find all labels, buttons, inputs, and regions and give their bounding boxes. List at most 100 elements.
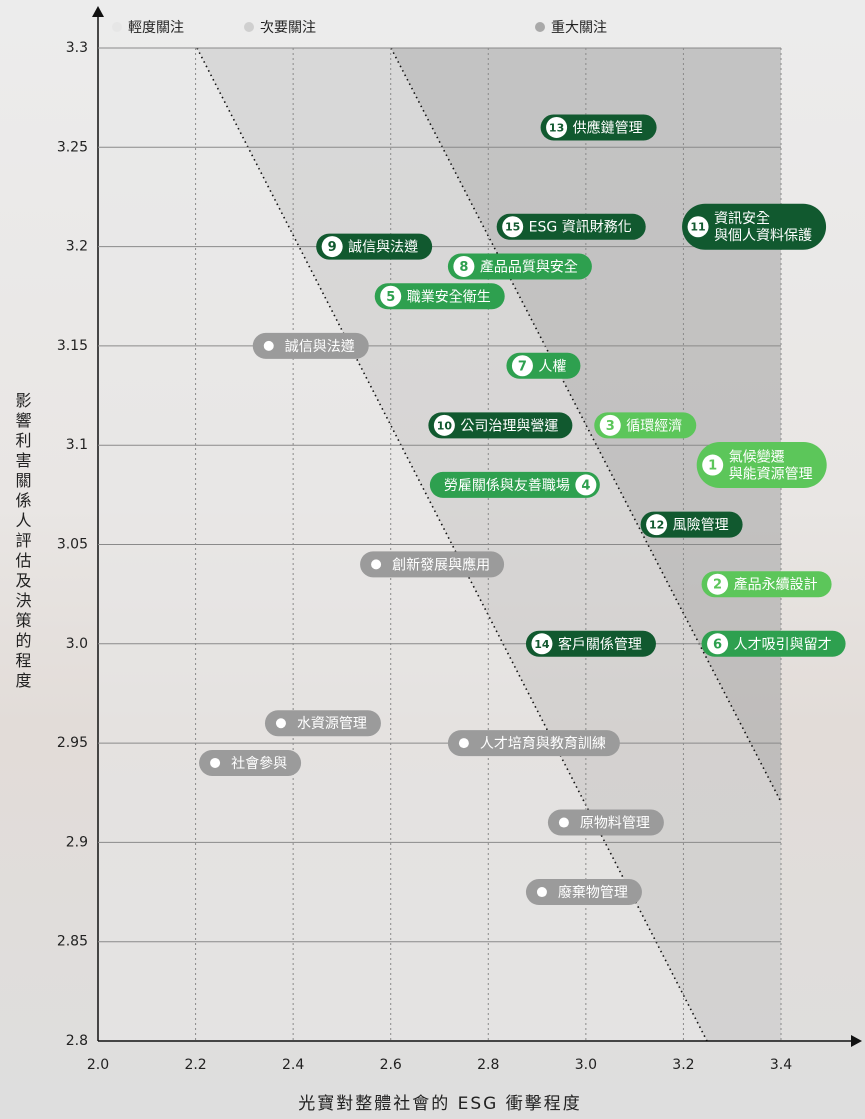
point-marker <box>531 633 553 655</box>
topic-label: 與能資源管理 <box>729 466 813 483</box>
topic-number: 9 <box>328 240 337 255</box>
materiality-topic: 勞雇關係與友善職場 4 <box>429 471 600 498</box>
topic-label: 人權 <box>538 359 566 375</box>
y-tick-label: 2.9 <box>66 834 88 850</box>
topic-number: 12 <box>649 519 664 532</box>
materiality-topic: 風險管理 12 <box>640 511 743 538</box>
topic-number: 2 <box>713 578 722 593</box>
zone-boundary <box>390 47 782 803</box>
point-marker <box>380 285 402 307</box>
materiality-topic: 公司治理與營運 10 <box>428 412 573 439</box>
topic-number: 6 <box>713 637 722 652</box>
topic-number: 11 <box>690 221 705 234</box>
materiality-topic: 客戶關係管理 14 <box>525 630 656 657</box>
pill <box>701 571 832 598</box>
y-tick-label: 3.2 <box>66 239 88 255</box>
materiality-topic: 循環經濟 3 <box>594 412 697 439</box>
pill <box>316 233 433 260</box>
point-marker <box>536 887 547 898</box>
materiality-topic: 產品品質與安全 8 <box>447 253 592 280</box>
point-marker <box>453 255 475 277</box>
y-tick-label: 2.95 <box>57 735 88 751</box>
topic-number: 4 <box>581 478 590 493</box>
legend-label: 次要關注 <box>260 20 316 36</box>
x-tick-label: 3.2 <box>672 1057 694 1073</box>
topic-label: 職業安全衛生 <box>407 289 491 305</box>
pill <box>447 253 592 280</box>
legend-label: 重大關注 <box>551 20 607 36</box>
topic-label: 誠信與法遵 <box>348 240 418 256</box>
point-marker <box>599 414 621 436</box>
pill <box>428 412 573 439</box>
pill <box>360 551 505 578</box>
materiality-topic: ESG 資訊財務化 15 <box>496 213 646 240</box>
x-axis-label: 光寶對整體社會的 ESG 衝擊程度 <box>298 1093 582 1114</box>
point-marker <box>458 738 469 749</box>
pill <box>701 630 846 657</box>
x-axis-arrow <box>851 1035 862 1047</box>
pill <box>540 114 657 141</box>
point-marker <box>687 216 709 238</box>
topic-label: 人才吸引與留才 <box>734 637 832 653</box>
materiality-topic: 誠信與法遵 <box>252 332 369 359</box>
point-marker <box>502 216 524 238</box>
pill <box>374 283 505 310</box>
point-marker <box>371 559 382 570</box>
point-marker <box>707 573 729 595</box>
pill <box>199 749 302 776</box>
pill <box>447 730 620 757</box>
topic-label: 與個人資料保護 <box>714 228 812 244</box>
legend-label: 輕度關注 <box>128 20 184 36</box>
topic-label: 原物料管理 <box>580 815 650 832</box>
legend-marker <box>535 22 545 32</box>
materiality-topic: 社會參與 <box>199 749 302 776</box>
point-marker <box>707 633 729 655</box>
topic-number: 1 <box>708 459 717 474</box>
x-tick-label: 3.0 <box>575 1057 597 1073</box>
point-marker <box>210 757 221 768</box>
point-marker <box>546 116 568 138</box>
legend-marker <box>244 22 254 32</box>
topic-number: 13 <box>549 121 564 134</box>
materiality-topic: 創新發展與應用 <box>360 551 505 578</box>
point-marker <box>558 817 569 828</box>
topic-label: ESG 資訊財務化 <box>529 220 632 236</box>
materiality-topic: 人才吸引與留才 6 <box>701 630 846 657</box>
topic-label: 循環經濟 <box>626 418 682 434</box>
y-axis-arrow <box>92 6 104 17</box>
x-tick-label: 2.8 <box>477 1057 499 1073</box>
topic-number: 5 <box>386 290 395 305</box>
pill <box>696 442 827 489</box>
pill <box>594 412 697 439</box>
topic-label: 產品永續設計 <box>734 576 818 593</box>
point-marker <box>511 355 533 377</box>
legend-marker <box>112 22 122 32</box>
point-marker <box>646 514 668 536</box>
y-tick-label: 3.3 <box>66 40 88 56</box>
zone-boundary <box>196 47 708 1042</box>
y-tick-label: 3.1 <box>66 437 88 453</box>
topic-label: 客戶關係管理 <box>558 636 642 653</box>
x-tick-label: 2.2 <box>184 1057 206 1073</box>
y-tick-label: 2.85 <box>57 934 88 950</box>
topic-label: 氣候變遷 <box>729 450 785 466</box>
pill <box>252 332 369 359</box>
y-tick-label: 3.25 <box>57 139 88 155</box>
point-marker <box>433 414 455 436</box>
topic-number: 15 <box>505 221 520 234</box>
topic-number: 7 <box>518 359 527 374</box>
x-tick-label: 2.4 <box>282 1057 304 1073</box>
x-tick-label: 2.6 <box>380 1057 402 1073</box>
topic-number: 3 <box>606 419 615 434</box>
materiality-topic: 誠信與法遵 9 <box>316 233 433 260</box>
point-marker <box>321 236 343 258</box>
materiality-topic: 人權 7 <box>506 352 581 379</box>
topic-label: 社會參與 <box>231 756 287 772</box>
pill <box>547 809 664 836</box>
x-tick-label: 3.4 <box>770 1057 792 1073</box>
materiality-topic: 職業安全衛生 5 <box>374 283 505 310</box>
